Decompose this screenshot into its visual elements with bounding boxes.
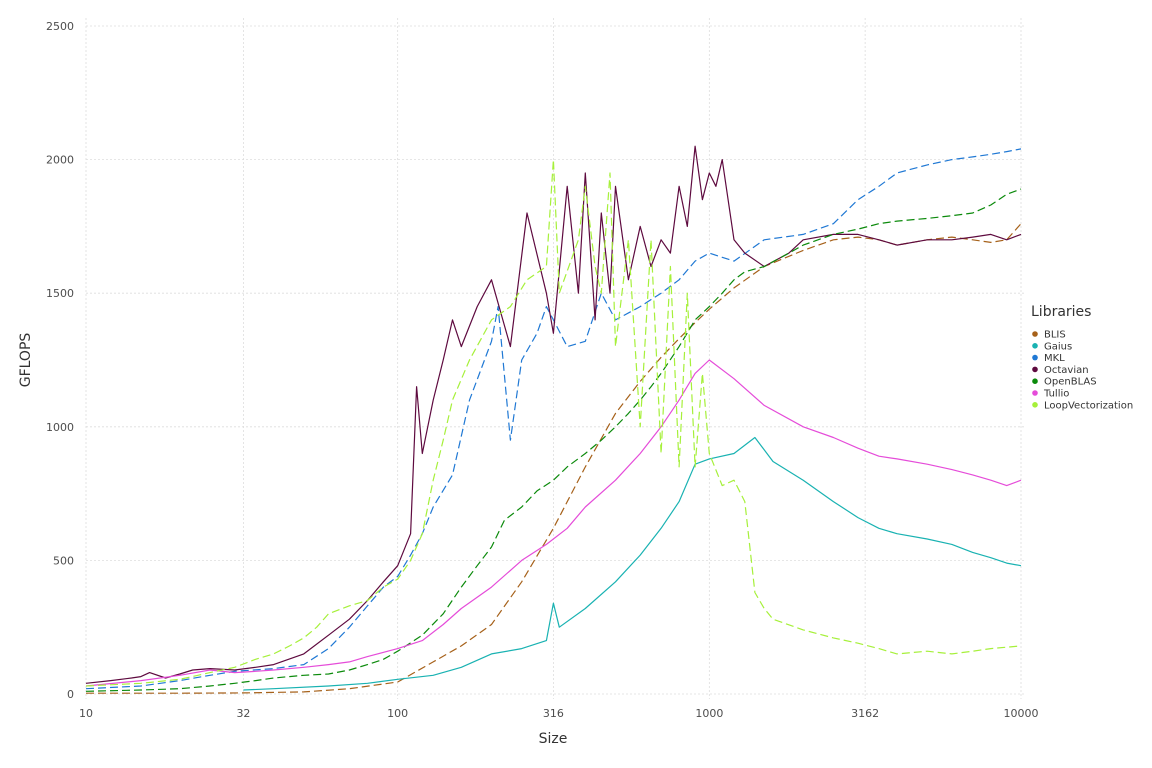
- x-axis-ticks: 10 32 100 316 1000 3162 10000: [79, 707, 1039, 720]
- legend-label: Gaius: [1044, 341, 1072, 352]
- y-tick-label: 0: [67, 688, 74, 701]
- legend-swatch: [1032, 343, 1038, 349]
- legend-swatch: [1032, 331, 1038, 337]
- y-axis-title: GFLOPS: [18, 333, 34, 388]
- legend-label: OpenBLAS: [1044, 377, 1097, 388]
- legend-swatch: [1032, 366, 1038, 373]
- y-tick-label: 1000: [46, 421, 74, 434]
- y-tick-label: 500: [53, 554, 74, 567]
- legend-label: Octavian: [1044, 365, 1089, 376]
- y-tick-label: 2000: [46, 154, 74, 167]
- series-line-loopvectorization: [85, 159, 1022, 687]
- gridlines: [85, 18, 1026, 699]
- x-tick-label: 10: [79, 707, 93, 720]
- legend-label: BLIS: [1044, 330, 1066, 341]
- x-axis-title: Size: [539, 731, 568, 747]
- series-line-tullio: [85, 359, 1022, 687]
- series-lines: [85, 145, 1022, 694]
- legend: Libraries BLISGaiusMKLOctavianOpenBLASTu…: [1031, 304, 1133, 411]
- legend-label: Tullio: [1043, 389, 1069, 400]
- legend-label: LoopVectorization: [1044, 400, 1133, 411]
- legend-title: Libraries: [1031, 304, 1091, 320]
- series-line-octavian: [85, 145, 1022, 684]
- series-line-mkl: [85, 148, 1022, 690]
- legend-swatch: [1032, 354, 1038, 361]
- x-tick-label: 3162: [851, 707, 879, 720]
- y-tick-label: 1500: [46, 287, 74, 300]
- x-tick-label: 316: [543, 707, 564, 720]
- x-tick-label: 32: [236, 707, 250, 720]
- series-line-openblas: [85, 188, 1022, 692]
- x-tick-label: 1000: [695, 707, 723, 720]
- y-tick-label: 2500: [46, 20, 74, 33]
- legend-swatch: [1032, 378, 1038, 385]
- x-tick-label: 100: [387, 707, 408, 720]
- legend-swatch: [1032, 402, 1038, 408]
- y-axis-ticks: 0 500 1000 1500 2000 2500: [46, 20, 74, 701]
- series-line-gaius: [243, 436, 1022, 691]
- legend-swatch: [1032, 390, 1038, 396]
- x-tick-label: 10000: [1004, 707, 1039, 720]
- legend-label: MKL: [1044, 353, 1065, 364]
